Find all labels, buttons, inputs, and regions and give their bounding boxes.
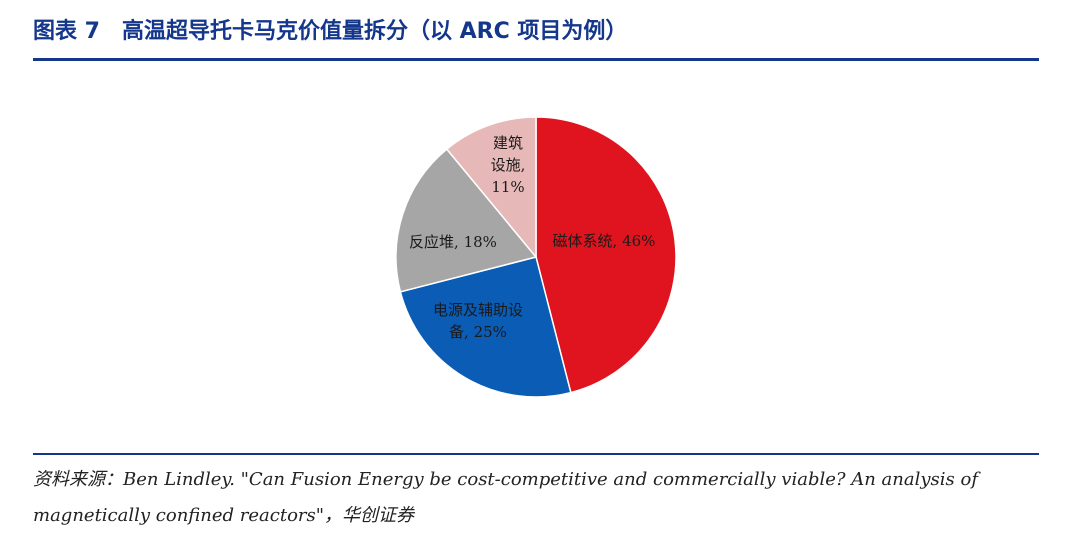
source-line-2: magnetically confined reactors"，华创证券 (33, 505, 415, 526)
slice-label: 磁体系统, 46% (553, 232, 656, 250)
slice-label-line: 备, 25% (449, 323, 507, 341)
source-rule (33, 453, 1039, 455)
slice-label-line: 反应堆, 18% (409, 233, 497, 251)
source-line-1: 资料来源：Ben Lindley. "Can Fusion Energy be … (33, 469, 978, 490)
source-note: 资料来源：Ben Lindley. "Can Fusion Energy be … (33, 462, 1039, 534)
slice-label: 建筑设施, 11% (491, 134, 526, 196)
slice-label: 电源及辅助设备, 25% (433, 301, 523, 341)
slice-label-line: 建筑 (493, 134, 523, 152)
slice-label-line: 磁体系统, 46% (553, 232, 656, 250)
figure-title-text: 高温超导托卡马克价值量拆分（以 ARC 项目为例） (121, 19, 628, 44)
figure-title: 图表 7 高温超导托卡马克价值量拆分（以 ARC 项目为例） (33, 14, 627, 50)
pie-slice (399, 256, 572, 398)
slice-label-line: 电源及辅助设 (433, 301, 523, 319)
pie-slice (395, 148, 538, 293)
figure-number: 图表 7 (33, 19, 100, 44)
slice-label-line: 11% (491, 178, 524, 196)
pie-slice (445, 116, 537, 260)
slice-label: 反应堆, 18% (409, 233, 497, 251)
pie-labels: 磁体系统, 46% 电源及辅助设备, 25% 反应堆, 18% 建筑设施, 11% (409, 134, 655, 341)
pie-slices (395, 116, 677, 398)
pie-slice (535, 116, 677, 394)
slice-label-line: 设施, (491, 156, 526, 174)
title-rule (33, 58, 1039, 61)
